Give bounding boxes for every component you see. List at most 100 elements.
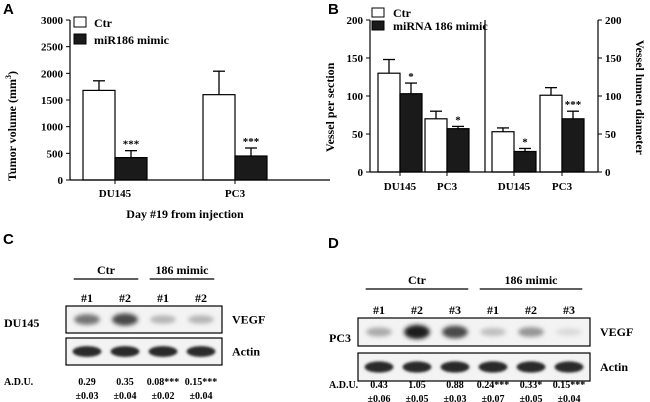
chart-b-ylabel-left: Vessel per section bbox=[323, 62, 337, 152]
blot-band-label-actin: Actin bbox=[232, 345, 260, 359]
chart-a-xlabel: Day #19 from injection bbox=[126, 207, 244, 221]
blot-group-label: Ctr bbox=[408, 273, 427, 287]
chart-b-bar-mimic bbox=[446, 128, 470, 173]
chart-b-xtick-label: PC3 bbox=[437, 181, 458, 193]
blot-actin-band bbox=[72, 346, 102, 357]
blot-vegf-band bbox=[366, 327, 392, 337]
blot-adu-value: 0.43 bbox=[370, 380, 388, 391]
chart-a-bar-ctr bbox=[202, 94, 236, 181]
blot-lane-label: #3 bbox=[449, 303, 461, 317]
blot-vegf-membrane bbox=[357, 317, 591, 347]
chart-b-sig-mark: * bbox=[408, 71, 414, 83]
chart-b-bar-ctr bbox=[424, 118, 448, 173]
blot-actin-band bbox=[110, 346, 140, 357]
blot-band-label-vegf: VEGF bbox=[600, 325, 633, 339]
blot-lane-label: #2 bbox=[119, 291, 131, 305]
legend-swatch-ctr bbox=[73, 16, 87, 28]
chart-a-ytick-label: 3000 bbox=[41, 15, 64, 27]
blot-cell-line-label: DU145 bbox=[4, 316, 39, 330]
panel-label-a: A bbox=[3, 1, 14, 18]
legend-b-label-ctr: Ctr bbox=[393, 6, 412, 20]
blot-c: Ctr 186 mimic #1 #2 #1 #2 VEGF Actin DU145 A.D.U.… bbox=[4, 263, 265, 402]
blot-actin-band bbox=[440, 361, 470, 373]
blot-group-label: Ctr bbox=[97, 263, 116, 277]
blot-lane-label: #1 bbox=[487, 303, 499, 317]
blot-vegf-band bbox=[518, 327, 544, 337]
blot-vegf-band bbox=[556, 328, 582, 336]
blot-adu-error: ±0.03 bbox=[76, 391, 99, 402]
panel-label-b: B bbox=[328, 1, 339, 18]
chart-a-ytick-label: 0 bbox=[58, 175, 64, 187]
blot-adu-error: ±0.06 bbox=[368, 394, 391, 402]
chart-a-ytick-label: 500 bbox=[47, 148, 64, 160]
blot-adu-value: 0.88 bbox=[446, 380, 464, 391]
blot-actin-band bbox=[554, 361, 584, 373]
chart-a-legend: Ctr miR186 mimic bbox=[73, 16, 170, 47]
blot-d: Ctr 186 mimic #1 #2 #3 #1 #2 #3 VEGF Actin PC3 A.D.… bbox=[329, 273, 633, 402]
chart-b-ytick-left-label: 150 bbox=[347, 53, 364, 65]
blot-adu-error: ±0.05 bbox=[406, 394, 429, 402]
legend-label-ctr: Ctr bbox=[94, 16, 113, 30]
blot-adu-value: 0.08*** bbox=[147, 377, 180, 388]
chart-b-bar-mimic bbox=[513, 150, 537, 173]
legend-b-swatch-ctr bbox=[371, 7, 385, 18]
chart-b-bar-ctr bbox=[377, 72, 401, 173]
chart-a-sig-mark: *** bbox=[123, 139, 140, 151]
legend-swatch-mimic bbox=[73, 33, 87, 45]
blot-vegf-band bbox=[480, 327, 506, 337]
chart-b-xtick-label: DU145 bbox=[384, 181, 417, 193]
blot-group-label: 186 mimic bbox=[505, 273, 559, 287]
blot-lane-label: #1 bbox=[373, 303, 385, 317]
chart-a-xtick-label: PC3 bbox=[225, 188, 246, 200]
chart-b-sig-mark: *** bbox=[565, 99, 582, 111]
chart-b-ytick-right-label: 150 bbox=[605, 53, 622, 65]
chart-a-ytick-label: 1000 bbox=[41, 122, 64, 134]
blot-adu-error: ±0.04 bbox=[114, 391, 137, 402]
chart-b-ytick-right-label: 100 bbox=[605, 91, 622, 103]
blot-adu-error: ±0.03 bbox=[444, 394, 467, 402]
chart-b-sig-mark: * bbox=[522, 136, 528, 148]
blot-actin-band bbox=[478, 361, 508, 373]
blot-actin-band bbox=[186, 346, 216, 357]
blot-lane-label: #1 bbox=[81, 291, 93, 305]
blot-adu-value: 0.35 bbox=[116, 377, 134, 388]
blot-group-label: 186 mimic bbox=[156, 263, 210, 277]
chart-b-bar-mimic bbox=[399, 93, 423, 173]
blot-adu-value: 0.15*** bbox=[185, 377, 218, 388]
blot-actin-band bbox=[148, 346, 178, 357]
chart-b-xtick-label: DU145 bbox=[498, 181, 531, 193]
chart-b-xtick-label: PC3 bbox=[552, 181, 573, 193]
blot-lane-label: #2 bbox=[525, 303, 537, 317]
chart-a-bar-mimic bbox=[234, 155, 268, 181]
chart-a-ytick-label: 2000 bbox=[41, 68, 64, 80]
blot-adu-error: ±0.04 bbox=[190, 391, 213, 402]
chart-b-ytick-left-label: 100 bbox=[347, 91, 364, 103]
chart-a-bar-ctr bbox=[82, 89, 116, 181]
blot-vegf-band bbox=[442, 325, 468, 339]
blot-band-label-actin: Actin bbox=[600, 360, 628, 374]
chart-a-xtick-label: DU145 bbox=[99, 188, 132, 200]
blot-adu-value: 0.15*** bbox=[553, 380, 586, 391]
blot-adu-value: 0.24*** bbox=[477, 380, 510, 391]
blot-adu-value: 0.33* bbox=[520, 380, 543, 391]
chart-b-ytick-right-label: 200 bbox=[605, 15, 622, 27]
blot-vegf-band bbox=[150, 315, 176, 324]
chart-b: Vessel per section Vessel lumen diameter… bbox=[323, 6, 647, 193]
chart-b-bar-ctr bbox=[539, 94, 563, 173]
blot-lane-label: #1 bbox=[157, 291, 169, 305]
chart-b-ytick-right-label: 50 bbox=[605, 129, 617, 141]
blot-adu-value: 0.29 bbox=[78, 377, 96, 388]
blot-adu-label: A.D.U. bbox=[4, 377, 34, 388]
chart-a-ylabel: Tumor volume (mm3) bbox=[4, 71, 19, 181]
chart-b-ytick-left-label: 200 bbox=[347, 15, 364, 27]
blot-adu-error: ±0.05 bbox=[520, 394, 543, 402]
blot-lane-label: #3 bbox=[563, 303, 575, 317]
blot-adu-error: ±0.04 bbox=[558, 394, 581, 402]
blot-actin-band bbox=[364, 361, 394, 373]
chart-a: Tumor volume (mm3) Day #19 from injectio… bbox=[4, 15, 330, 221]
chart-b-ylabel-right: Vessel lumen diameter bbox=[633, 40, 647, 156]
chart-a-sig-mark: *** bbox=[243, 136, 260, 148]
blot-vegf-band bbox=[112, 313, 138, 326]
blot-cell-line-label: PC3 bbox=[329, 331, 351, 345]
